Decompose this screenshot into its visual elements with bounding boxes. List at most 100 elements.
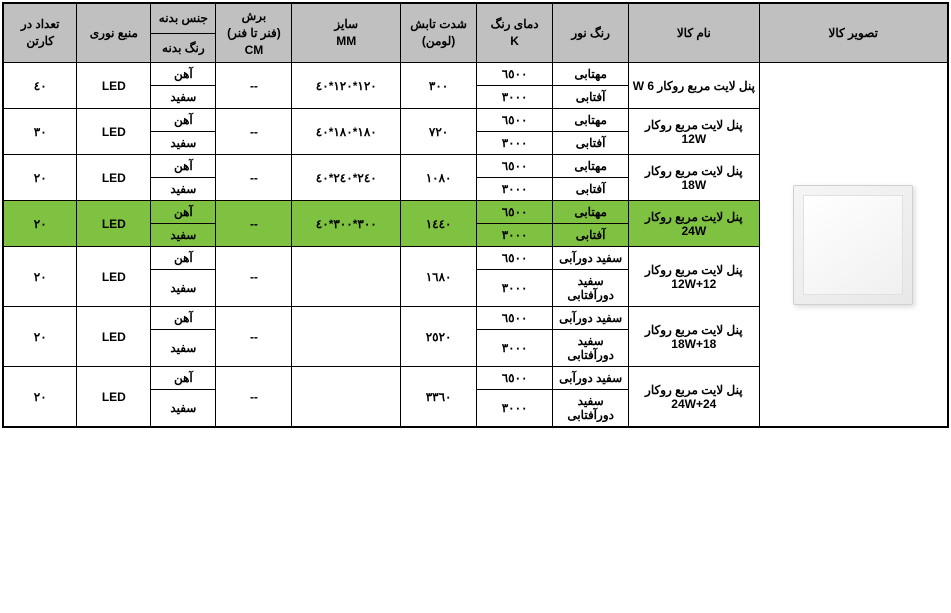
cell-cut: -- (216, 155, 292, 201)
cell-color-temp: ٦٥٠٠ (477, 201, 553, 224)
cell-name: پنل لایت مربع روکار 6 W (629, 63, 759, 109)
cell-color-temp: ٣٠٠٠ (477, 390, 553, 428)
cell-body-color: سفید (151, 390, 216, 428)
header-qty: تعداد در کارتن (3, 3, 77, 63)
table-header: تصویر کالا نام کالا رنگ نور دمای رنگK شد… (3, 3, 948, 63)
cell-color-temp: ٦٥٠٠ (477, 367, 553, 390)
cell-body-material: آهن (151, 247, 216, 270)
cell-body-material: آهن (151, 109, 216, 132)
cell-light-color: سفید دورآفتابی (553, 330, 629, 367)
header-size: سایزMM (292, 3, 401, 63)
cell-size (292, 247, 401, 307)
cell-light-color: آفتابی (553, 178, 629, 201)
cell-body-material: آهن (151, 367, 216, 390)
cell-light-color: مهتابی (553, 155, 629, 178)
header-body-material: جنس بدنه (151, 3, 216, 33)
cell-light-color: سفید دورآبی (553, 247, 629, 270)
cell-lumen: ٣٣٦٠ (401, 367, 477, 428)
header-cut: برش(فنر تا فنر)CM (216, 3, 292, 63)
cell-qty: ٤٠ (3, 63, 77, 109)
cell-light-color: مهتابی (553, 109, 629, 132)
cell-light-color: آفتابی (553, 86, 629, 109)
header-light-source: منبع نوری (77, 3, 151, 63)
cell-light-color: مهتابی (553, 201, 629, 224)
cell-body-color: سفید (151, 178, 216, 201)
product-table: تصویر کالا نام کالا رنگ نور دمای رنگK شد… (2, 2, 949, 428)
cell-name: پنل لایت مربع روکار 12+12W (629, 247, 759, 307)
header-lumen: شدت تابش(لومن) (401, 3, 477, 63)
cell-light-color: سفید دورآفتابی (553, 390, 629, 428)
cell-light-color: سفید دورآفتابی (553, 270, 629, 307)
cell-cut: -- (216, 109, 292, 155)
cell-qty: ٢٠ (3, 201, 77, 247)
cell-size (292, 307, 401, 367)
cell-color-temp: ٦٥٠٠ (477, 63, 553, 86)
cell-body-color: سفید (151, 330, 216, 367)
cell-name: پنل لایت مربع روکار 24+24W (629, 367, 759, 428)
cell-size: ٢٤٠*٢٤٠*٤٠ (292, 155, 401, 201)
cell-cut: -- (216, 63, 292, 109)
cell-color-temp: ٦٥٠٠ (477, 247, 553, 270)
cell-lumen: ١٦٨٠ (401, 247, 477, 307)
cell-color-temp: ٣٠٠٠ (477, 224, 553, 247)
cell-qty: ٢٠ (3, 155, 77, 201)
cell-lumen: ٣٠٠ (401, 63, 477, 109)
cell-color-temp: ٣٠٠٠ (477, 330, 553, 367)
cell-qty: ٢٠ (3, 247, 77, 307)
cell-color-temp: ٦٥٠٠ (477, 155, 553, 178)
product-image (793, 185, 913, 305)
cell-light-color: آفتابی (553, 132, 629, 155)
cell-cut: -- (216, 307, 292, 367)
cell-light-source: LED (77, 109, 151, 155)
cell-cut: -- (216, 201, 292, 247)
cell-body-material: آهن (151, 307, 216, 330)
cell-color-temp: ٦٥٠٠ (477, 109, 553, 132)
cell-cut: -- (216, 367, 292, 428)
cell-size: ٣٠٠*٣٠٠*٤٠ (292, 201, 401, 247)
cell-name: پنل لایت مربع روکار 18+18W (629, 307, 759, 367)
cell-lumen: ١٠٨٠ (401, 155, 477, 201)
cell-body-material: آهن (151, 63, 216, 86)
cell-light-source: LED (77, 201, 151, 247)
cell-color-temp: ٣٠٠٠ (477, 86, 553, 109)
cell-size: ١٨٠*١٨٠*٤٠ (292, 109, 401, 155)
cell-body-material: آهن (151, 155, 216, 178)
cell-qty: ٣٠ (3, 109, 77, 155)
cell-light-source: LED (77, 247, 151, 307)
product-image-cell (759, 63, 948, 428)
header-body-color: رنگ بدنه (151, 33, 216, 63)
header-name: نام کالا (629, 3, 759, 63)
cell-body-color: سفید (151, 224, 216, 247)
cell-light-source: LED (77, 63, 151, 109)
cell-color-temp: ٣٠٠٠ (477, 132, 553, 155)
cell-light-color: مهتابی (553, 63, 629, 86)
cell-color-temp: ٣٠٠٠ (477, 178, 553, 201)
cell-qty: ٢٠ (3, 307, 77, 367)
cell-color-temp: ٦٥٠٠ (477, 307, 553, 330)
cell-light-source: LED (77, 367, 151, 428)
cell-light-color: سفید دورآبی (553, 307, 629, 330)
cell-body-color: سفید (151, 86, 216, 109)
cell-body-color: سفید (151, 270, 216, 307)
header-color-temp: دمای رنگK (477, 3, 553, 63)
cell-light-color: سفید دورآبی (553, 367, 629, 390)
header-light-color: رنگ نور (553, 3, 629, 63)
cell-name: پنل لایت مربع روکار 18W (629, 155, 759, 201)
cell-qty: ٢٠ (3, 367, 77, 428)
cell-lumen: ٢٥٢٠ (401, 307, 477, 367)
cell-body-material: آهن (151, 201, 216, 224)
cell-light-color: آفتابی (553, 224, 629, 247)
cell-light-source: LED (77, 155, 151, 201)
header-image: تصویر کالا (759, 3, 948, 63)
cell-cut: -- (216, 247, 292, 307)
cell-color-temp: ٣٠٠٠ (477, 270, 553, 307)
cell-size (292, 367, 401, 428)
cell-body-color: سفید (151, 132, 216, 155)
cell-name: پنل لایت مربع روکار 24W (629, 201, 759, 247)
cell-lumen: ١٤٤٠ (401, 201, 477, 247)
cell-light-source: LED (77, 307, 151, 367)
cell-size: ١٢٠*١٢٠*٤٠ (292, 63, 401, 109)
table-body: پنل لایت مربع روکار 6 Wمهتابی٦٥٠٠٣٠٠١٢٠*… (3, 63, 948, 428)
cell-lumen: ٧٢٠ (401, 109, 477, 155)
cell-name: پنل لایت مربع روکار 12W (629, 109, 759, 155)
